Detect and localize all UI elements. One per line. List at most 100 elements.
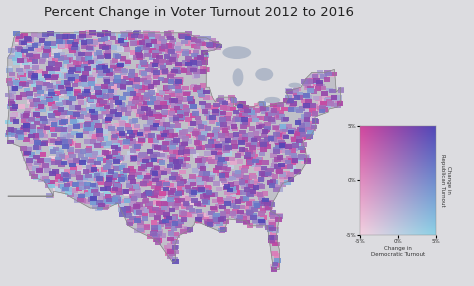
Bar [79, 159, 85, 163]
Bar [61, 90, 67, 94]
Bar [39, 122, 46, 126]
Bar [166, 219, 173, 223]
Bar [118, 110, 125, 115]
Bar [59, 115, 65, 120]
Bar [83, 162, 90, 166]
Bar [41, 141, 47, 146]
Bar [73, 112, 80, 117]
Bar [73, 112, 79, 116]
Bar [276, 144, 283, 148]
Bar [182, 40, 188, 44]
Bar [73, 46, 80, 51]
Bar [240, 196, 247, 200]
Bar [149, 112, 155, 117]
Bar [64, 73, 71, 78]
Bar [94, 86, 100, 90]
Bar [216, 166, 222, 170]
Bar [129, 133, 135, 138]
Bar [231, 211, 237, 216]
Bar [50, 126, 57, 130]
Bar [139, 137, 146, 142]
Bar [21, 41, 27, 45]
Bar [197, 88, 203, 93]
Bar [129, 53, 135, 57]
Bar [152, 133, 158, 138]
Bar [163, 86, 169, 91]
Bar [121, 75, 127, 79]
Bar [51, 122, 57, 126]
Bar [233, 136, 239, 140]
Bar [264, 171, 271, 176]
Bar [64, 134, 70, 139]
Bar [172, 203, 179, 208]
Bar [28, 128, 34, 133]
Bar [108, 71, 115, 76]
Bar [100, 100, 107, 105]
Bar [86, 69, 92, 74]
Bar [242, 165, 249, 169]
Bar [91, 39, 97, 44]
Bar [142, 102, 148, 107]
Bar [36, 108, 42, 112]
Bar [61, 188, 68, 192]
Bar [174, 46, 181, 51]
Bar [75, 194, 82, 198]
Bar [84, 115, 91, 120]
Bar [60, 184, 66, 189]
Bar [165, 43, 172, 48]
Bar [109, 98, 116, 103]
Bar [33, 98, 40, 102]
Bar [87, 97, 93, 102]
Bar [70, 166, 77, 171]
Bar [245, 135, 251, 140]
Bar [202, 190, 209, 195]
Bar [55, 177, 61, 182]
Bar [73, 39, 79, 43]
Bar [7, 140, 14, 144]
Bar [58, 107, 64, 112]
Bar [34, 54, 40, 59]
Bar [205, 221, 212, 226]
Bar [61, 119, 68, 124]
Bar [230, 100, 237, 105]
Bar [19, 38, 26, 42]
Bar [55, 141, 62, 145]
Bar [55, 159, 62, 164]
Bar [210, 147, 216, 152]
Bar [135, 47, 141, 52]
Bar [170, 39, 176, 44]
Bar [163, 78, 169, 83]
Bar [219, 118, 226, 122]
Bar [163, 110, 170, 115]
Bar [58, 179, 65, 183]
Bar [72, 131, 78, 135]
Bar [310, 89, 317, 94]
Bar [159, 191, 165, 196]
Bar [104, 53, 111, 57]
Bar [175, 63, 182, 68]
Bar [167, 44, 173, 48]
Bar [155, 105, 162, 110]
Bar [303, 157, 310, 161]
Bar [27, 99, 33, 104]
Bar [117, 174, 124, 178]
Bar [104, 118, 110, 122]
Bar [10, 128, 17, 133]
Bar [271, 137, 277, 142]
Bar [309, 115, 315, 120]
Bar [30, 75, 36, 79]
Bar [33, 133, 39, 138]
Bar [91, 111, 98, 116]
Bar [134, 144, 141, 149]
Bar [130, 50, 137, 55]
Bar [114, 123, 121, 127]
Bar [195, 136, 202, 141]
Bar [120, 31, 127, 36]
Bar [78, 93, 84, 98]
Bar [211, 106, 218, 110]
Bar [203, 192, 209, 197]
Bar [117, 155, 123, 160]
Bar [132, 100, 138, 104]
Bar [139, 86, 145, 90]
Bar [233, 200, 239, 204]
